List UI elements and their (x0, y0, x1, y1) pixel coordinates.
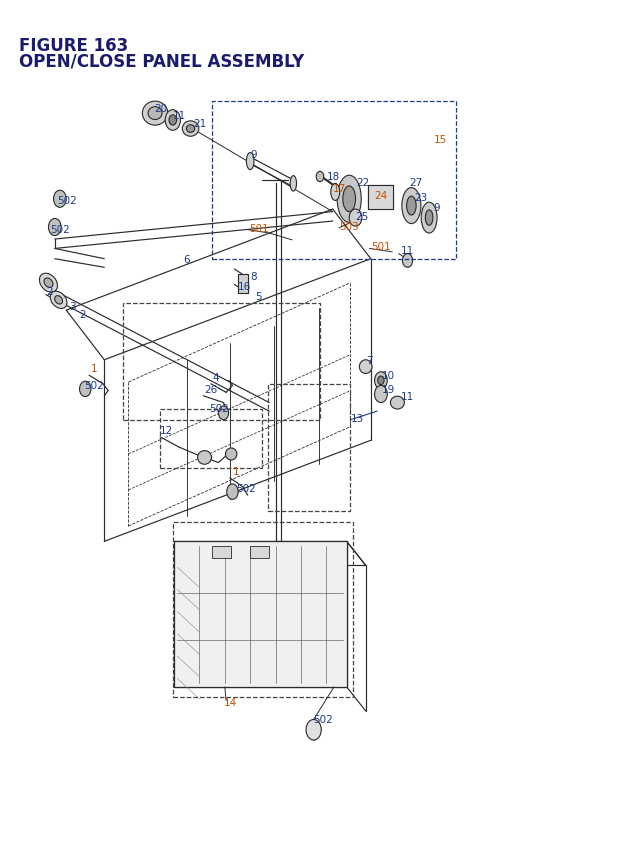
Text: 13: 13 (351, 413, 364, 424)
Text: 17: 17 (333, 184, 346, 195)
Text: 503: 503 (339, 222, 359, 232)
Ellipse shape (186, 126, 195, 133)
Text: 14: 14 (223, 697, 237, 708)
Text: 11: 11 (173, 111, 186, 121)
Ellipse shape (148, 108, 162, 121)
Ellipse shape (290, 177, 296, 192)
Text: 11: 11 (401, 391, 415, 401)
Text: 22: 22 (356, 177, 369, 188)
Ellipse shape (426, 211, 433, 226)
Text: 501: 501 (371, 242, 390, 251)
Ellipse shape (50, 292, 67, 309)
Text: 2: 2 (79, 310, 86, 320)
Circle shape (316, 172, 324, 183)
Ellipse shape (421, 203, 437, 233)
Text: 20: 20 (154, 104, 167, 114)
Text: 10: 10 (382, 371, 396, 381)
Text: 8: 8 (250, 271, 257, 282)
Ellipse shape (44, 279, 53, 288)
Text: 15: 15 (434, 134, 447, 145)
Circle shape (227, 485, 238, 499)
Circle shape (79, 381, 91, 397)
Bar (174, 542, 347, 687)
Text: 502: 502 (236, 484, 256, 493)
Circle shape (306, 720, 321, 740)
Ellipse shape (343, 187, 356, 213)
Text: 12: 12 (160, 425, 173, 436)
Ellipse shape (40, 274, 58, 293)
Text: 16: 16 (237, 282, 251, 292)
Bar (212, 102, 456, 259)
Ellipse shape (390, 397, 404, 410)
Ellipse shape (225, 449, 237, 461)
Text: 9: 9 (250, 150, 257, 160)
Text: 27: 27 (409, 177, 422, 188)
Text: 502: 502 (209, 403, 228, 413)
Circle shape (54, 191, 66, 208)
Ellipse shape (198, 451, 211, 465)
Text: 19: 19 (382, 385, 396, 394)
Text: 26: 26 (205, 385, 218, 394)
Bar (212, 546, 231, 559)
Text: 6: 6 (184, 254, 190, 264)
Text: 1: 1 (90, 364, 97, 374)
Text: 21: 21 (193, 120, 206, 129)
Circle shape (378, 376, 384, 385)
Text: 5: 5 (255, 292, 262, 302)
Circle shape (403, 254, 413, 268)
Circle shape (165, 110, 180, 131)
Text: 2: 2 (46, 287, 52, 297)
Text: 7: 7 (365, 356, 372, 365)
Text: 502: 502 (84, 381, 104, 391)
Bar (173, 523, 353, 697)
Circle shape (218, 406, 228, 420)
Bar (160, 410, 262, 468)
Text: 501: 501 (249, 224, 269, 233)
Text: OPEN/CLOSE PANEL ASSEMBLY: OPEN/CLOSE PANEL ASSEMBLY (19, 53, 304, 71)
Ellipse shape (182, 121, 199, 137)
Text: 23: 23 (414, 193, 427, 203)
Text: 25: 25 (356, 212, 369, 221)
Ellipse shape (406, 197, 416, 216)
Text: 24: 24 (374, 191, 387, 201)
Ellipse shape (54, 296, 63, 305)
Text: FIGURE 163: FIGURE 163 (19, 37, 128, 55)
Bar (268, 384, 351, 511)
Text: 3: 3 (69, 301, 76, 312)
Ellipse shape (337, 176, 361, 223)
Circle shape (374, 386, 387, 403)
Text: 1: 1 (232, 467, 239, 476)
Circle shape (49, 220, 61, 236)
Circle shape (374, 372, 387, 389)
Bar (124, 304, 320, 420)
Circle shape (169, 115, 177, 126)
Text: 502: 502 (57, 196, 76, 207)
Ellipse shape (142, 102, 168, 126)
Text: 18: 18 (326, 172, 340, 183)
Text: 502: 502 (314, 715, 333, 725)
Ellipse shape (402, 189, 421, 225)
Ellipse shape (359, 361, 372, 374)
Circle shape (349, 210, 362, 227)
Text: 4: 4 (212, 373, 219, 382)
Text: 11: 11 (401, 246, 415, 256)
Ellipse shape (246, 153, 254, 170)
Bar (367, 186, 393, 210)
Bar (237, 275, 248, 294)
Ellipse shape (331, 184, 340, 201)
Bar (250, 546, 269, 559)
Text: 9: 9 (433, 203, 440, 213)
Text: 502: 502 (51, 225, 70, 234)
